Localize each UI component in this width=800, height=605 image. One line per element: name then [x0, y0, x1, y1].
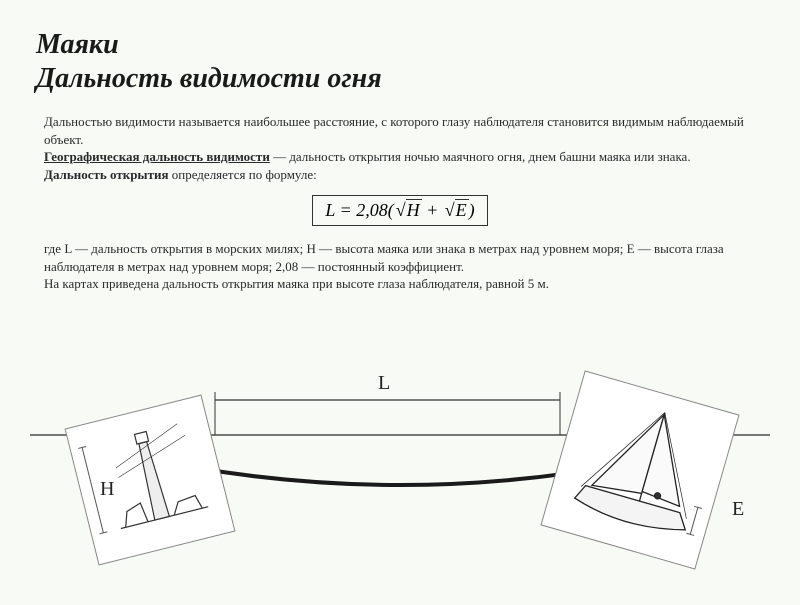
sqrt-E-icon: E	[443, 200, 469, 221]
geo-visibility-term: Географическая дальность видимости	[44, 149, 270, 164]
label-L: L	[378, 372, 390, 395]
label-H: H	[100, 478, 114, 501]
formula-block: L = 2,08(H + E)	[0, 183, 800, 234]
lighthouse-card	[65, 395, 235, 565]
sailboat-card	[541, 371, 739, 569]
formula-coef: 2,08	[356, 200, 388, 220]
geo-visibility-desc: — дальность открытия ночью маячного огня…	[270, 149, 691, 164]
opening-range-term: Дальность открытия	[44, 167, 169, 182]
legend-line: где L — дальность открытия в морских мил…	[44, 240, 756, 275]
opening-range-desc: определяется по формуле:	[169, 167, 317, 182]
chart-note: На картах приведена дальность открытия м…	[44, 275, 756, 293]
definition-visibility: Дальностью видимости называется наибольш…	[44, 114, 744, 147]
formula-legend: где L — дальность открытия в морских мил…	[0, 234, 800, 293]
page-title: Маяки Дальность видимости огня	[0, 0, 800, 95]
formula-lhs: L	[325, 200, 335, 220]
visibility-diagram: L H E	[0, 340, 800, 600]
intro-text: Дальностью видимости называется наибольш…	[0, 95, 800, 183]
title-line-2: Дальность видимости огня	[36, 62, 800, 96]
label-E: E	[732, 498, 744, 521]
title-line-1: Маяки	[36, 28, 800, 62]
sqrt-H-icon: H	[394, 200, 422, 221]
formula-box: L = 2,08(H + E)	[312, 195, 487, 226]
